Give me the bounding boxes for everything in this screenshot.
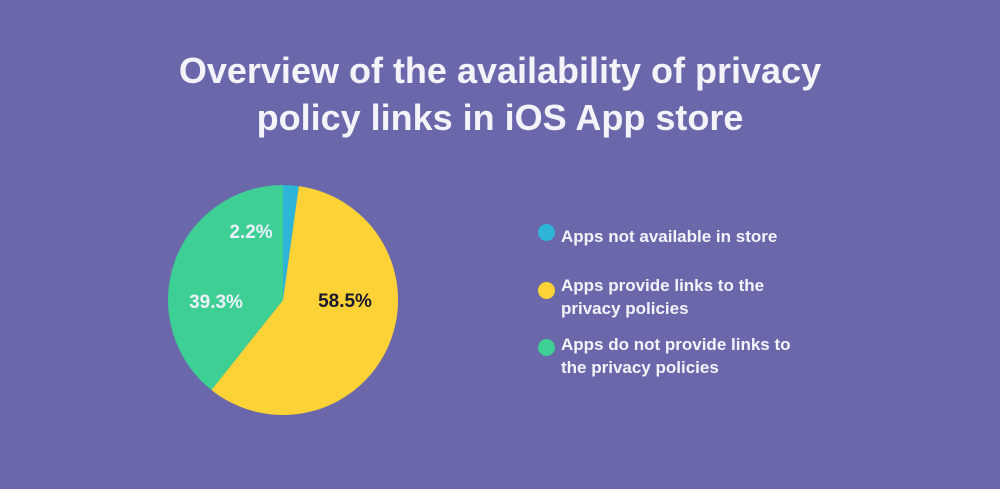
svg-text:39.3%: 39.3% <box>189 292 243 313</box>
svg-text:2.2%: 2.2% <box>229 222 272 243</box>
svg-text:58.5%: 58.5% <box>318 291 372 312</box>
